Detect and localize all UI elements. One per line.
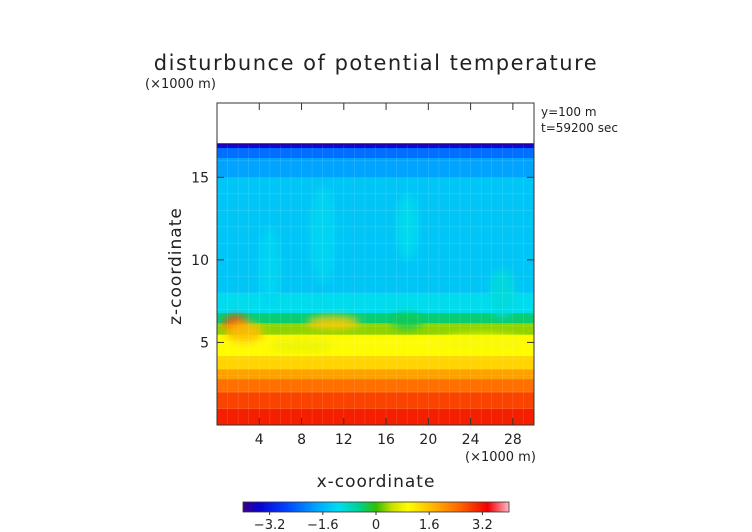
y-tick-label: 10 <box>191 253 209 269</box>
empty-region <box>217 103 534 145</box>
field-band <box>217 144 534 149</box>
annotation-y: y=100 m <box>541 105 597 119</box>
field-feature <box>438 334 524 351</box>
plot-frame <box>216 102 535 426</box>
field-feature <box>309 185 336 285</box>
field-feature <box>306 316 360 330</box>
x-tick-label: 4 <box>255 432 264 448</box>
y-axis: 5 10 15 <box>191 170 534 351</box>
colorbar-tick-label: 1.6 <box>419 518 440 532</box>
x-tick-label: 8 <box>297 432 306 448</box>
field-band <box>217 378 534 393</box>
x-unit-label: (×1000 m) <box>465 450 536 465</box>
field-band <box>217 408 534 425</box>
field-band <box>217 355 534 370</box>
field-feature <box>259 226 281 310</box>
colorbar-ticks: −3.2 −1.6 0 1.6 3.2 <box>254 512 493 532</box>
x-tick-label: 24 <box>462 432 480 448</box>
x-tick-label: 12 <box>335 432 353 448</box>
x-tick-label: 16 <box>377 432 395 448</box>
z-unit-label: (×1000 m) <box>145 77 216 92</box>
colorbar-tick-label: −1.6 <box>307 518 339 532</box>
x-axis: 4 8 12 16 20 24 28 <box>255 103 522 448</box>
colorbar-tick-label: 3.2 <box>472 518 493 532</box>
field-feature <box>391 312 424 330</box>
colorbar-tick-label: 0 <box>372 518 380 532</box>
field-band <box>217 391 534 409</box>
y-axis-label: z-coordinate <box>166 207 186 325</box>
colorbar <box>242 501 510 513</box>
temperature-field <box>217 103 534 425</box>
field-feature <box>489 268 515 318</box>
y-tick-label: 15 <box>191 170 209 186</box>
field-band <box>217 368 534 380</box>
field-features <box>223 185 524 354</box>
field-feature <box>225 322 264 343</box>
x-tick-label: 28 <box>504 432 522 448</box>
y-tick-label: 5 <box>200 335 209 351</box>
colorbar-tick-label: −3.2 <box>254 518 286 532</box>
field-band <box>217 322 534 335</box>
field-feature <box>396 193 418 260</box>
field-band <box>217 292 534 314</box>
annotation-time: t=59200 sec <box>541 121 618 135</box>
field-feature <box>269 338 334 354</box>
field-band <box>217 157 534 178</box>
chart-title: disturbunce of potential temperature <box>154 51 598 75</box>
x-tick-label: 20 <box>419 432 437 448</box>
x-axis-label: x-coordinate <box>317 472 436 492</box>
field-band <box>217 147 534 158</box>
field-band <box>217 312 534 324</box>
